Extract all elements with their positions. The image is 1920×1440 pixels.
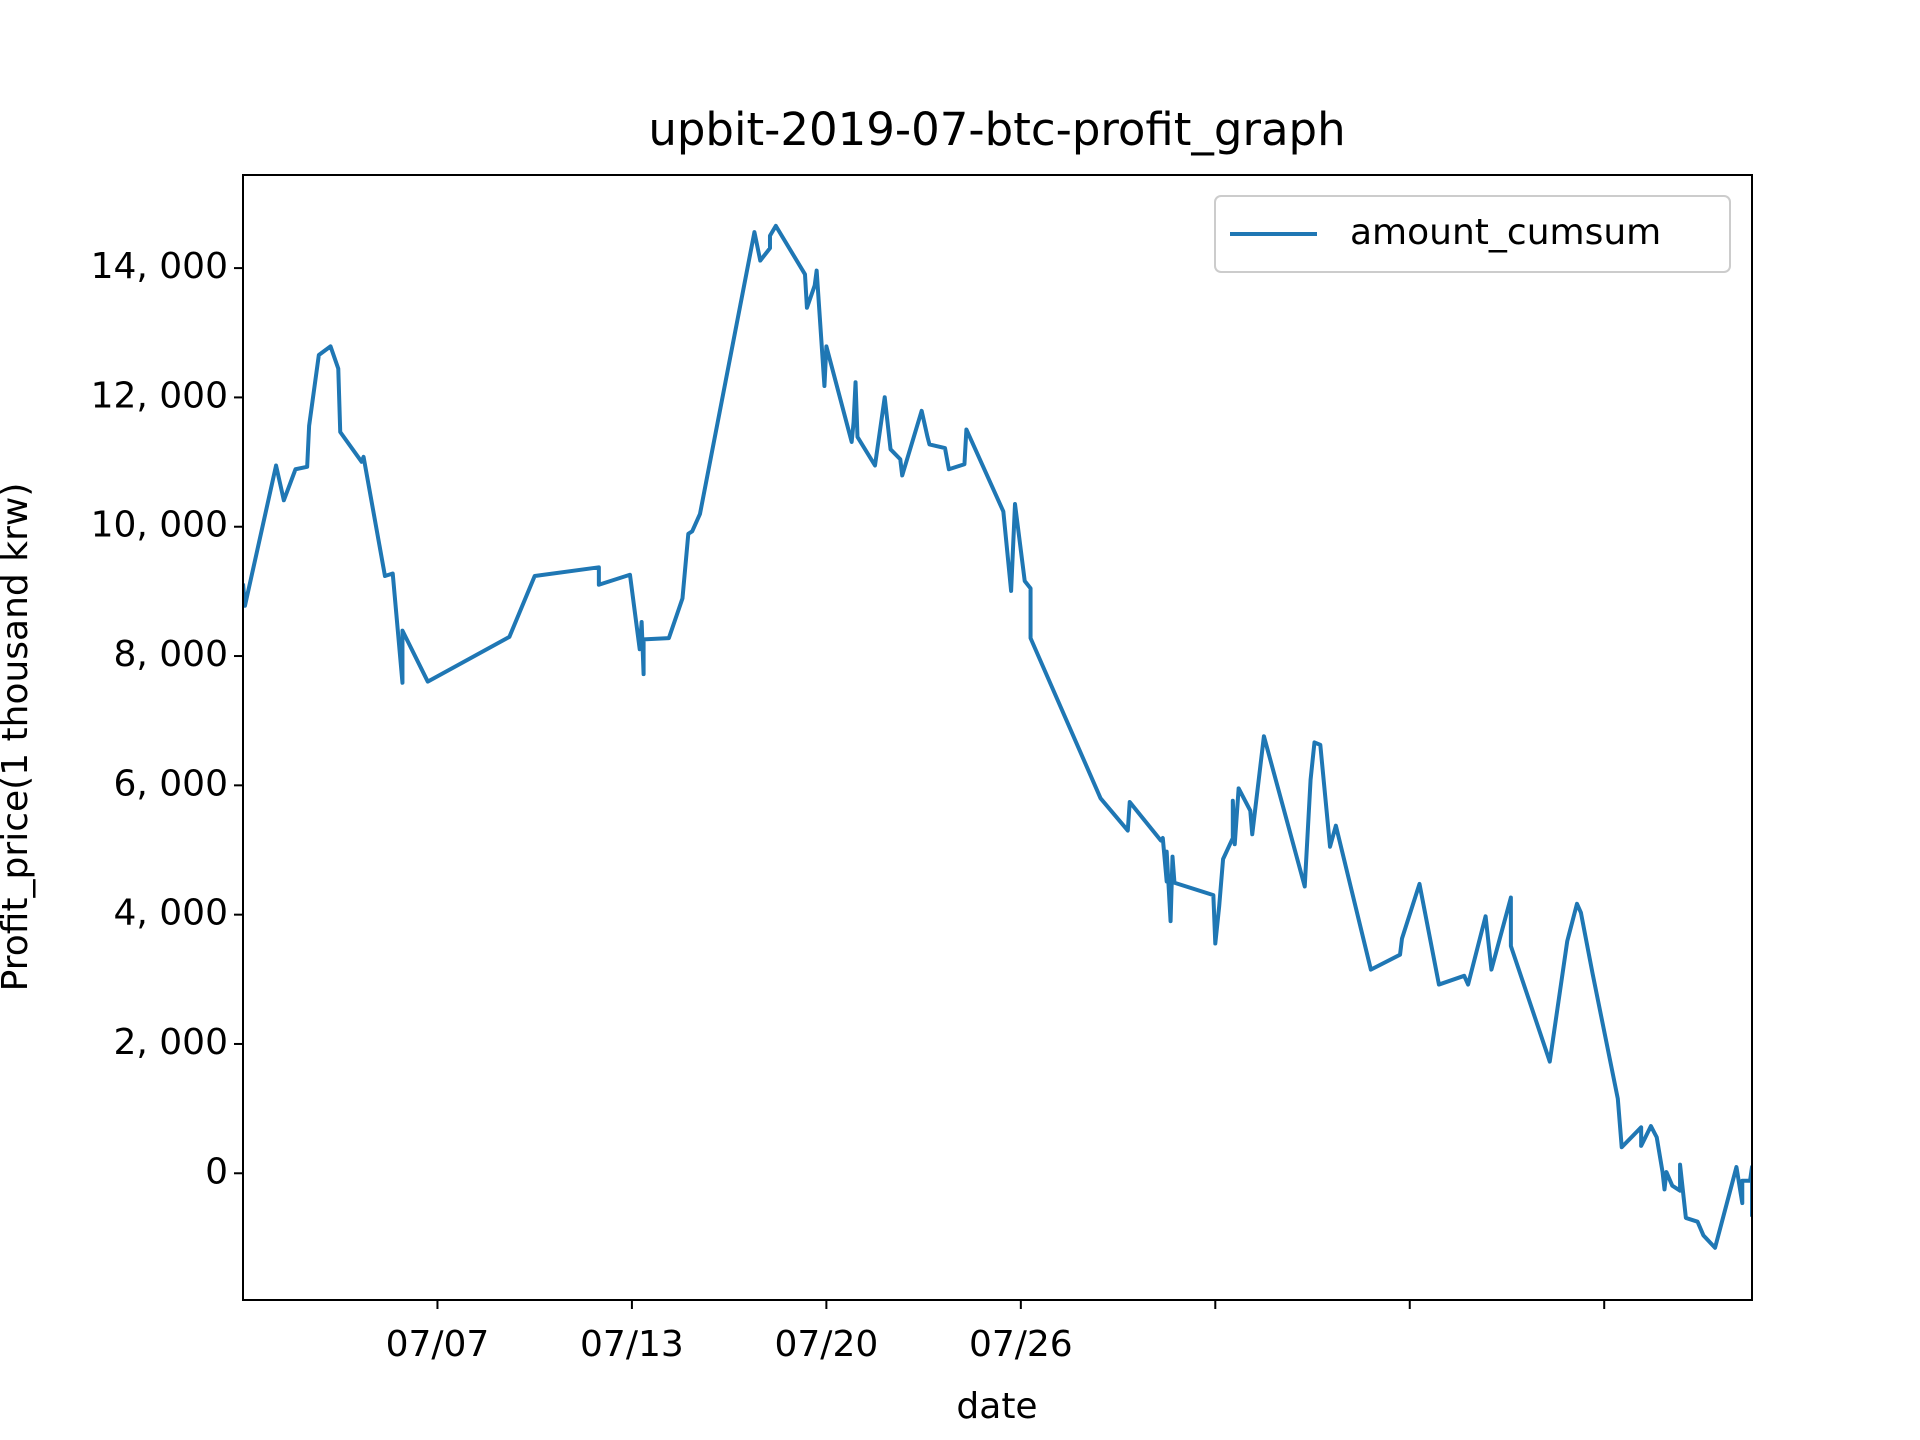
x-axis-label: date	[956, 1386, 1037, 1427]
y-tick-label: 4, 000	[113, 893, 228, 934]
x-tick-label: 07/26	[969, 1324, 1073, 1365]
x-tick-label: 07/20	[775, 1324, 879, 1365]
y-tick-label: 10, 000	[91, 505, 228, 546]
x-tick-label: 07/13	[580, 1324, 684, 1365]
y-tick-label: 0	[205, 1151, 228, 1192]
y-tick-label: 12, 000	[91, 375, 228, 416]
y-tick-label: 6, 000	[113, 763, 228, 804]
y-tick-label: 8, 000	[113, 634, 228, 675]
plot-frame	[242, 174, 1753, 1301]
x-tick-label: 07/07	[386, 1324, 490, 1365]
legend-label: amount_cumsum	[1350, 212, 1661, 253]
y-tick-label: 14, 000	[91, 246, 228, 287]
chart-title: upbit-2019-07-btc-profit_graph	[648, 103, 1345, 156]
y-tick-label: 2, 000	[113, 1022, 228, 1063]
y-axis-label: Profit_price(1 thousand krw)	[0, 483, 36, 992]
legend-box	[1214, 195, 1731, 273]
data-line	[243, 223, 1752, 1250]
